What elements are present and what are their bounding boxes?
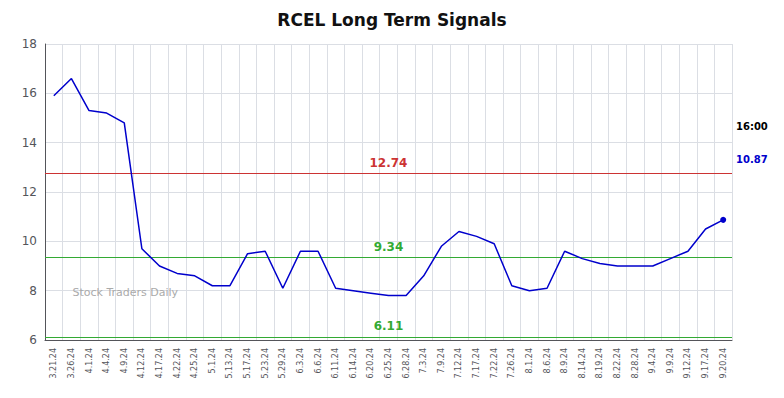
svg-text:8.9.24: 8.9.24 [560,348,569,373]
svg-text:8.28.24: 8.28.24 [631,348,640,379]
svg-text:16: 16 [22,86,37,100]
svg-text:9.20.24: 9.20.24 [719,348,728,379]
svg-text:4.12.24: 4.12.24 [137,348,146,379]
svg-text:8.19.24: 8.19.24 [595,348,604,379]
svg-text:12.74: 12.74 [370,156,408,170]
svg-text:8.1.24: 8.1.24 [525,348,534,373]
svg-text:4.17.24: 4.17.24 [155,348,164,379]
svg-text:4.22.24: 4.22.24 [173,348,182,379]
svg-text:5.1.24: 5.1.24 [208,348,217,373]
svg-text:7.12.24: 7.12.24 [454,348,463,379]
svg-text:4.25.24: 4.25.24 [190,348,199,379]
svg-text:5.13.24: 5.13.24 [225,348,234,379]
svg-text:6.3.24: 6.3.24 [296,348,305,373]
svg-text:Stock Traders Daily: Stock Traders Daily [72,286,178,299]
svg-text:9.12.24: 9.12.24 [683,348,692,379]
svg-text:16:00: 16:00 [736,121,768,132]
svg-text:4.9.24: 4.9.24 [120,348,129,373]
svg-text:12: 12 [22,185,37,199]
svg-text:18: 18 [22,37,37,51]
svg-text:5.23.24: 5.23.24 [261,348,270,379]
svg-text:6.20.24: 6.20.24 [366,348,375,379]
svg-text:9.9.24: 9.9.24 [666,348,675,373]
svg-text:6: 6 [29,333,37,347]
svg-text:8.14.24: 8.14.24 [578,348,587,379]
svg-text:5.17.24: 5.17.24 [243,348,252,379]
svg-text:7.3.24: 7.3.24 [419,348,428,373]
svg-text:4.1.24: 4.1.24 [85,348,94,373]
svg-text:RCEL Long Term Signals: RCEL Long Term Signals [277,10,506,30]
svg-text:8.6.24: 8.6.24 [543,348,552,373]
svg-text:6.14.24: 6.14.24 [349,348,358,379]
svg-text:9.17.24: 9.17.24 [701,348,710,379]
svg-text:7.17.24: 7.17.24 [472,348,481,379]
svg-text:7.9.24: 7.9.24 [437,348,446,373]
svg-text:9.4.24: 9.4.24 [648,348,657,373]
svg-text:6.28.24: 6.28.24 [402,348,411,379]
svg-text:8.22.24: 8.22.24 [613,348,622,379]
svg-text:9.34: 9.34 [374,240,404,254]
svg-text:6.6.24: 6.6.24 [314,348,323,373]
svg-text:10: 10 [22,234,37,248]
svg-text:4.4.24: 4.4.24 [102,348,111,373]
svg-text:3.26.24: 3.26.24 [67,348,76,379]
svg-text:8: 8 [29,284,37,298]
svg-text:10.87: 10.87 [736,154,768,165]
svg-text:5.29.24: 5.29.24 [278,348,287,379]
svg-text:7.26.24: 7.26.24 [507,348,516,379]
svg-text:7.22.24: 7.22.24 [490,348,499,379]
svg-text:6.25.24: 6.25.24 [384,348,393,379]
svg-text:6.11.24: 6.11.24 [331,348,340,379]
svg-text:3.21.24: 3.21.24 [49,348,58,379]
svg-text:14: 14 [22,136,37,150]
svg-text:6.11: 6.11 [374,319,404,333]
